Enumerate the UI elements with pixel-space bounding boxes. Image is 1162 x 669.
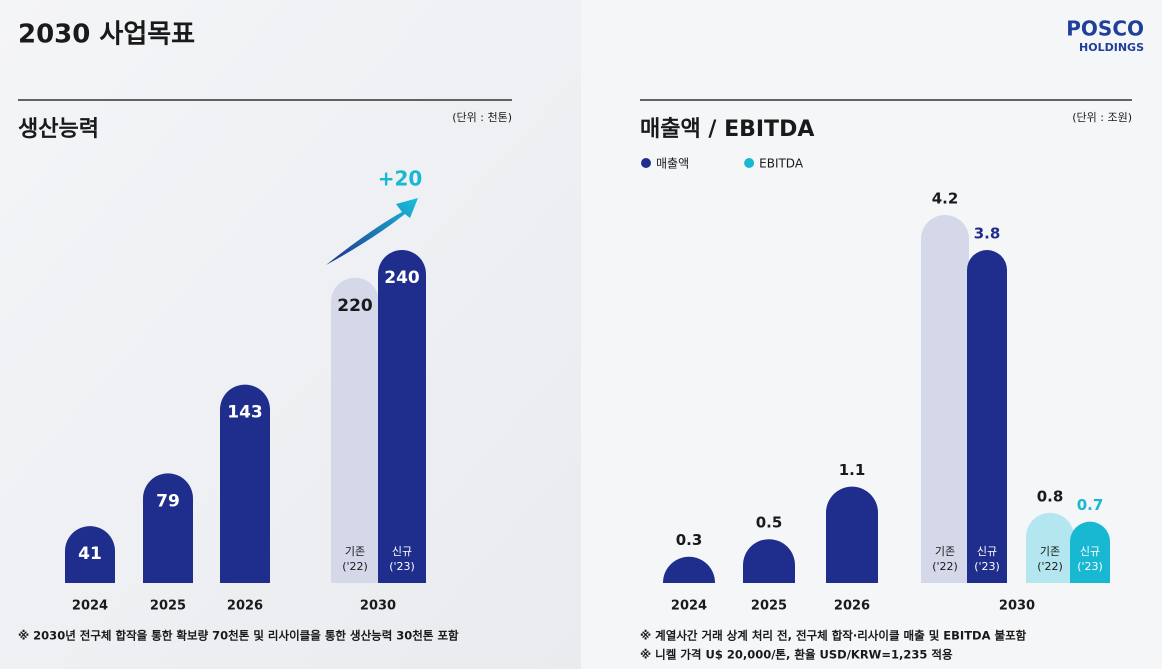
value-label: 0.3 [676, 531, 703, 549]
value-label: 79 [156, 491, 180, 511]
x-tick-label: 2024 [72, 599, 108, 614]
legend-label: 매출액 [656, 157, 689, 171]
value-label: 4.2 [932, 190, 959, 208]
bar-tag: ('23) [389, 560, 415, 573]
value-label: 143 [227, 403, 263, 423]
annotation: +20 [378, 167, 423, 191]
bar-tag: 기존 [935, 545, 955, 558]
growth-arrow [326, 198, 418, 265]
bar-tag: 기존 [345, 545, 365, 558]
bar-tag: 신규 [392, 545, 412, 558]
bar [967, 250, 1007, 583]
bar-tag: 기존 [1040, 545, 1060, 558]
value-label: 240 [384, 268, 420, 288]
unit-label: (단위 : 조원) [1072, 111, 1132, 124]
footnote: ※ 2030년 전구체 합작을 통한 확보량 70천톤 및 리사이클을 통한 생… [18, 629, 459, 643]
bar [378, 250, 426, 583]
bar [743, 539, 795, 583]
bar-tag: 신규 [1080, 545, 1100, 558]
chart-title: 매출액 / EBITDA [640, 117, 814, 142]
bar-tag: 신규 [977, 545, 997, 558]
bar [220, 384, 270, 583]
bar-tag: ('22) [1037, 560, 1063, 573]
logo: POSCO [1066, 17, 1144, 41]
bar-tag: ('22) [342, 560, 368, 573]
baseline-bar [331, 277, 379, 583]
footnote: ※ 니켈 가격 U$ 20,000/톤, 환율 USD/KRW=1,235 적용 [640, 648, 953, 662]
value-label: 41 [78, 544, 102, 564]
chart-title: 생산능력 [18, 117, 99, 142]
x-tick-label: 2025 [751, 599, 787, 614]
x-tick-label: 2030 [999, 599, 1035, 614]
value-label: 3.8 [974, 225, 1001, 243]
x-tick-label: 2026 [834, 599, 870, 614]
value-label: 0.7 [1077, 496, 1104, 514]
unit-label: (단위 : 천톤) [452, 110, 512, 124]
bar [143, 473, 193, 583]
bar-tag: ('23) [1077, 560, 1103, 573]
footnote: ※ 계열사간 거래 상계 처리 전, 전구체 합작·리사이클 매출 및 EBIT… [640, 629, 1027, 643]
value-label: 220 [337, 296, 373, 316]
baseline-bar [921, 215, 969, 583]
value-label: 0.8 [1037, 487, 1064, 505]
bar-tag: ('22) [932, 560, 958, 573]
legend-swatch [641, 158, 651, 168]
bar-tag: ('23) [974, 560, 1000, 573]
value-label: 0.5 [756, 514, 783, 532]
value-label: 1.1 [839, 461, 866, 479]
legend-swatch [744, 158, 755, 168]
bar [1070, 521, 1110, 583]
legend-label: EBITDA [759, 157, 804, 171]
bar [826, 486, 878, 583]
x-tick-label: 2030 [360, 599, 396, 614]
logo-sub: HOLDINGS [1079, 41, 1144, 54]
bar [663, 556, 715, 583]
x-tick-label: 2025 [150, 599, 186, 614]
baseline-bar [1026, 512, 1074, 583]
page-title: 2030 사업목표 [18, 20, 195, 50]
bar [65, 526, 115, 583]
x-tick-label: 2026 [227, 599, 263, 614]
x-tick-label: 2024 [671, 599, 707, 614]
